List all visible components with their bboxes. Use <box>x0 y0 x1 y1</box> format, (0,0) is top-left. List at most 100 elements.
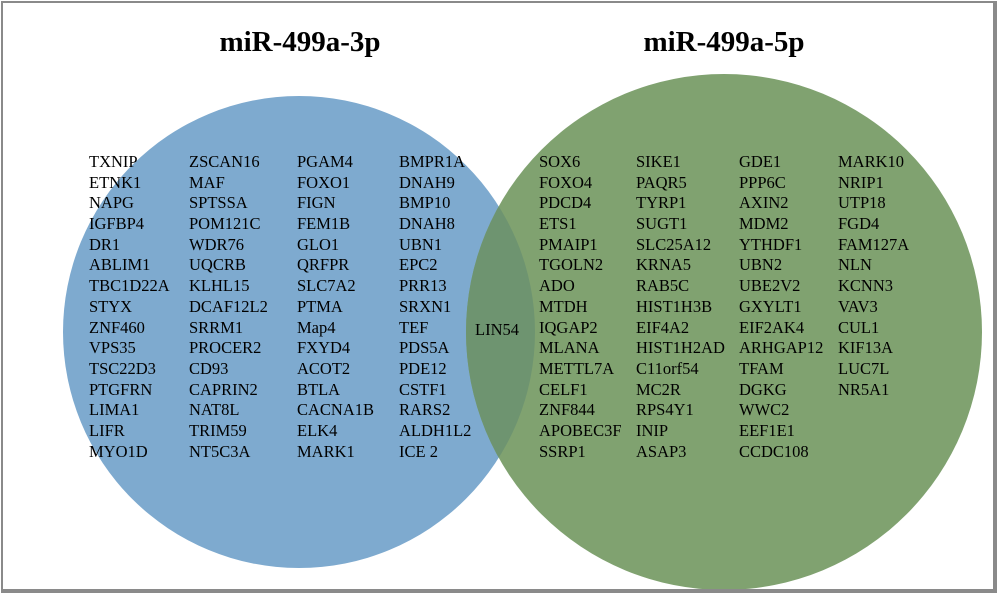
gene-label: EIF2AK4 <box>739 317 805 337</box>
gene-label: ARHGAP12 <box>739 338 824 358</box>
gene-label: CAPRIN2 <box>189 379 258 399</box>
gene-label: PDCD4 <box>539 193 592 213</box>
gene-label: UBN2 <box>739 255 783 275</box>
gene-column: BMPR1A DNAH9 BMP10 DNAH8 UBN1 EPC2 PRR13 SRXN1 T… <box>399 152 471 462</box>
gene-label: TRIM59 <box>189 420 247 440</box>
gene-label: ZNF844 <box>539 400 595 420</box>
gene-label: AXIN2 <box>739 193 789 213</box>
gene-label: GDE1 <box>739 152 782 171</box>
gene-label: NAPG <box>89 193 134 213</box>
gene-label: NLN <box>838 255 872 275</box>
gene-label: GXYLT1 <box>739 296 802 316</box>
gene-label: ADO <box>539 276 575 296</box>
gene-label: PDS5A <box>399 338 450 358</box>
gene-label: BMP10 <box>399 193 451 213</box>
gene-label: HIST1H3B <box>636 296 713 316</box>
gene-column: TXNIP ETNK1 NAPG IGFBP4 DR1 ABLIM1 TBC1D22A STY… <box>89 152 170 462</box>
gene-label: FOXO1 <box>297 172 351 192</box>
gene-label: GLO1 <box>297 234 340 254</box>
gene-column: PGAM4 FOXO1 FIGN FEM1B GLO1 QRFPR SLC7A2 PTMA Ma… <box>297 152 374 462</box>
gene-label: VPS35 <box>89 338 136 358</box>
gene-label: EPC2 <box>399 255 438 275</box>
gene-label: WWC2 <box>739 400 790 420</box>
gene-label: RARS2 <box>399 400 451 420</box>
gene-label: CUL1 <box>838 317 880 337</box>
gene-label: MAF <box>189 172 225 192</box>
intersection-gene: LIN54 <box>475 320 519 339</box>
gene-label: CSTF1 <box>399 379 447 399</box>
set-circle-mir-499a-3p <box>63 96 535 568</box>
gene-label: LIMA1 <box>89 400 140 420</box>
gene-label: TBC1D22A <box>89 276 170 296</box>
gene-label: FIGN <box>297 193 336 213</box>
gene-label: ETNK1 <box>89 172 142 192</box>
gene-column: SOX6 FOXO4 PDCD4 ETS1 PMAIP1 TGOLN2 ADO MTDH IQG… <box>539 152 622 462</box>
gene-label: TYRP1 <box>636 193 687 213</box>
gene-label: ETS1 <box>539 214 577 234</box>
gene-label: ZSCAN16 <box>189 152 260 171</box>
gene-label: CACNA1B <box>297 400 375 420</box>
gene-label: YTHDF1 <box>739 234 803 254</box>
gene-label: METTL7A <box>539 358 615 378</box>
gene-label: BTLA <box>297 379 341 399</box>
gene-label: RAB5C <box>636 276 690 296</box>
gene-label: NT5C3A <box>189 441 251 461</box>
gene-label: NAT8L <box>189 400 240 420</box>
gene-label: MC2R <box>636 379 681 399</box>
gene-label: SOX6 <box>539 152 581 171</box>
gene-label: MDM2 <box>739 214 789 234</box>
gene-label: PPP6C <box>739 172 786 192</box>
gene-label: FOXO4 <box>539 172 593 192</box>
gene-label: ABLIM1 <box>89 255 151 275</box>
gene-label: CELF1 <box>539 379 588 399</box>
gene-label: ASAP3 <box>636 441 687 461</box>
gene-label: PDE12 <box>399 358 447 378</box>
gene-label: ACOT2 <box>297 358 351 378</box>
gene-label: SRXN1 <box>399 296 452 316</box>
gene-label: SLC7A2 <box>297 276 356 296</box>
gene-label: KLHL15 <box>189 276 250 296</box>
gene-label: TGOLN2 <box>539 255 604 275</box>
gene-label: Map4 <box>297 317 336 337</box>
gene-label: INIP <box>636 420 669 440</box>
gene-label: FAM127A <box>838 234 910 254</box>
gene-label: MARK1 <box>297 441 355 461</box>
gene-label: NRIP1 <box>838 172 884 192</box>
gene-label: BMPR1A <box>399 152 466 171</box>
gene-label: PROCER2 <box>189 338 262 358</box>
gene-label: ICE 2 <box>399 441 438 461</box>
gene-label: PAQR5 <box>636 172 687 192</box>
gene-label: UBE2V2 <box>739 276 801 296</box>
gene-label: DCAF12L2 <box>189 296 268 316</box>
gene-label: DGKG <box>739 379 787 399</box>
gene-label: SPTSSA <box>189 193 248 213</box>
gene-label: UTP18 <box>838 193 886 213</box>
gene-label: UQCRB <box>189 255 246 275</box>
gene-label: SLC25A12 <box>636 234 712 254</box>
gene-label: DNAH9 <box>399 172 455 192</box>
gene-label: TFAM <box>739 358 784 378</box>
gene-label: ELK4 <box>297 420 338 440</box>
gene-column: MARK10 NRIP1 UTP18 FGD4 FAM127A NLN KCNN3 VAV3 C… <box>838 152 909 400</box>
gene-label: SRRM1 <box>189 317 244 337</box>
gene-label: SIKE1 <box>636 152 681 171</box>
gene-label: HIST1H2AD <box>636 338 725 358</box>
gene-label: C11orf54 <box>636 358 699 378</box>
gene-label: TEF <box>399 317 429 337</box>
gene-label: SSRP1 <box>539 441 586 461</box>
gene-label: DNAH8 <box>399 214 455 234</box>
gene-label: NR5A1 <box>838 379 890 399</box>
gene-label: LUC7L <box>838 358 890 378</box>
gene-label: MYO1D <box>89 441 148 461</box>
gene-label: TSC22D3 <box>89 358 156 378</box>
gene-label: LIFR <box>89 420 125 440</box>
gene-label: VAV3 <box>838 296 878 316</box>
gene-column: ZSCAN16 MAF SPTSSA POM121C WDR76 UQCRB KLHL15 D… <box>189 152 268 462</box>
gene-label: ALDH1L2 <box>399 420 472 440</box>
gene-label: PTMA <box>297 296 343 316</box>
gene-label: RPS4Y1 <box>636 400 694 420</box>
gene-label: FGD4 <box>838 214 880 234</box>
gene-label: KCNN3 <box>838 276 894 296</box>
